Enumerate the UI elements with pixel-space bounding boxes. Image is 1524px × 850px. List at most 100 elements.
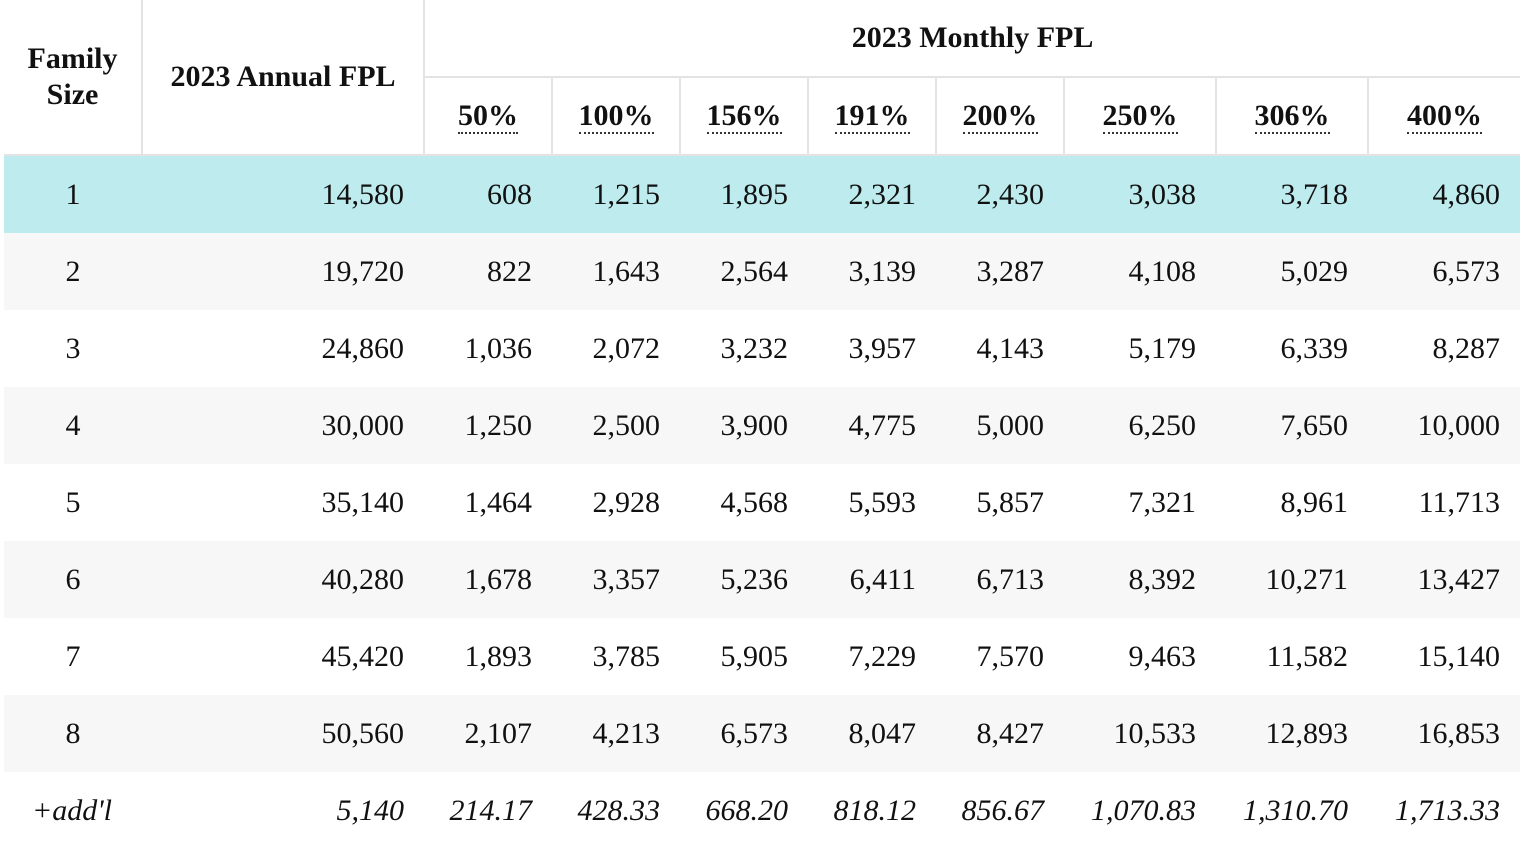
header-pct-100[interactable]: 100%: [551, 76, 681, 156]
pct-abbr[interactable]: 100%: [578, 98, 654, 134]
cell-monthly-fpl: 8,047: [808, 695, 936, 772]
cell-annual-fpl: 50,560: [142, 695, 424, 772]
cell-monthly-fpl: 4,108: [1064, 233, 1216, 310]
pct-abbr[interactable]: 400%: [1407, 98, 1483, 134]
cell-monthly-fpl: 3,139: [808, 233, 936, 310]
header-monthly-fpl: 2023 Monthly FPL: [422, 0, 1521, 78]
cell-monthly-fpl: 5,593: [808, 464, 936, 541]
cell-annual-fpl: 5,140: [142, 772, 424, 849]
cell-monthly-fpl: 1,310.70: [1216, 772, 1368, 849]
cell-family-size: 1: [4, 155, 142, 233]
cell-monthly-fpl: 3,718: [1216, 155, 1368, 233]
cell-monthly-fpl: 8,961: [1216, 464, 1368, 541]
table-row: 4 30,000 1,250 2,500 3,900 4,775 5,000 6,250 7,6…: [4, 387, 1521, 464]
cell-monthly-fpl: 1,036: [424, 310, 552, 387]
cell-monthly-fpl: 3,287: [936, 233, 1064, 310]
cell-monthly-fpl: 6,713: [936, 541, 1064, 618]
cell-monthly-fpl: 6,573: [680, 695, 808, 772]
cell-monthly-fpl: 2,564: [680, 233, 808, 310]
cell-monthly-fpl: 8,392: [1064, 541, 1216, 618]
cell-monthly-fpl: 3,357: [552, 541, 680, 618]
cell-monthly-fpl: 822: [424, 233, 552, 310]
cell-monthly-fpl: 5,179: [1064, 310, 1216, 387]
cell-family-size: 2: [4, 233, 142, 310]
pct-abbr[interactable]: 50%: [458, 98, 518, 134]
cell-monthly-fpl: 2,072: [552, 310, 680, 387]
cell-monthly-fpl: 2,928: [552, 464, 680, 541]
cell-annual-fpl: 19,720: [142, 233, 424, 310]
cell-monthly-fpl: 1,893: [424, 618, 552, 695]
header-family-size: Family Size: [4, 0, 143, 156]
header-annual-fpl: 2023 Annual FPL: [141, 0, 425, 156]
cell-monthly-fpl: 4,213: [552, 695, 680, 772]
cell-monthly-fpl: 13,427: [1368, 541, 1521, 618]
header-pct-156[interactable]: 156%: [679, 76, 809, 156]
cell-monthly-fpl: 3,957: [808, 310, 936, 387]
cell-monthly-fpl: 856.67: [936, 772, 1064, 849]
cell-monthly-fpl: 3,785: [552, 618, 680, 695]
cell-monthly-fpl: 6,411: [808, 541, 936, 618]
pct-abbr[interactable]: 250%: [1102, 98, 1178, 134]
cell-family-size: 6: [4, 541, 142, 618]
pct-abbr[interactable]: 156%: [706, 98, 782, 134]
cell-monthly-fpl: 1,895: [680, 155, 808, 233]
cell-annual-fpl: 14,580: [142, 155, 424, 233]
table-row: 6 40,280 1,678 3,357 5,236 6,411 6,713 8,392 10,…: [4, 541, 1521, 618]
cell-monthly-fpl: 3,038: [1064, 155, 1216, 233]
cell-monthly-fpl: 4,143: [936, 310, 1064, 387]
table-body: 1 14,580 608 1,215 1,895 2,321 2,430 3,038 3,718…: [4, 155, 1521, 849]
cell-family-size: 7: [4, 618, 142, 695]
cell-monthly-fpl: 8,427: [936, 695, 1064, 772]
cell-annual-fpl: 30,000: [142, 387, 424, 464]
header-pct-50[interactable]: 50%: [423, 76, 553, 156]
cell-monthly-fpl: 4,860: [1368, 155, 1521, 233]
cell-monthly-fpl: 2,321: [808, 155, 936, 233]
pct-abbr[interactable]: 191%: [834, 98, 910, 134]
header-pct-191[interactable]: 191%: [807, 76, 937, 156]
cell-monthly-fpl: 7,570: [936, 618, 1064, 695]
header-pct-306[interactable]: 306%: [1215, 76, 1369, 156]
cell-annual-fpl: 24,860: [142, 310, 424, 387]
cell-annual-fpl: 40,280: [142, 541, 424, 618]
cell-monthly-fpl: 608: [424, 155, 552, 233]
cell-annual-fpl: 45,420: [142, 618, 424, 695]
cell-monthly-fpl: 2,430: [936, 155, 1064, 233]
cell-monthly-fpl: 668.20: [680, 772, 808, 849]
cell-monthly-fpl: 4,775: [808, 387, 936, 464]
cell-family-size: 3: [4, 310, 142, 387]
cell-monthly-fpl: 1,464: [424, 464, 552, 541]
cell-monthly-fpl: 4,568: [680, 464, 808, 541]
cell-monthly-fpl: 818.12: [808, 772, 936, 849]
cell-monthly-fpl: 1,713.33: [1368, 772, 1521, 849]
header-pct-400[interactable]: 400%: [1366, 76, 1521, 156]
pct-abbr[interactable]: 306%: [1254, 98, 1330, 134]
cell-monthly-fpl: 5,029: [1216, 233, 1368, 310]
header-family-size-label: Family Size: [27, 42, 118, 111]
cell-monthly-fpl: 5,857: [936, 464, 1064, 541]
cell-monthly-fpl: 2,107: [424, 695, 552, 772]
table-row: 1 14,580 608 1,215 1,895 2,321 2,430 3,038 3,718…: [4, 155, 1521, 233]
table-row: 5 35,140 1,464 2,928 4,568 5,593 5,857 7,321 8,9…: [4, 464, 1521, 541]
cell-family-size: 4: [4, 387, 142, 464]
cell-monthly-fpl: 7,229: [808, 618, 936, 695]
cell-family-size: 8: [4, 695, 142, 772]
cell-monthly-fpl: 5,905: [680, 618, 808, 695]
table-row: 7 45,420 1,893 3,785 5,905 7,229 7,570 9,463 11,…: [4, 618, 1521, 695]
header-pct-200[interactable]: 200%: [935, 76, 1065, 156]
cell-family-size: 5: [4, 464, 142, 541]
cell-monthly-fpl: 8,287: [1368, 310, 1521, 387]
cell-monthly-fpl: 5,000: [936, 387, 1064, 464]
cell-monthly-fpl: 214.17: [424, 772, 552, 849]
cell-monthly-fpl: 1,678: [424, 541, 552, 618]
pct-abbr[interactable]: 200%: [962, 98, 1038, 134]
cell-monthly-fpl: 10,000: [1368, 387, 1521, 464]
cell-monthly-fpl: 3,232: [680, 310, 808, 387]
cell-monthly-fpl: 1,215: [552, 155, 680, 233]
cell-monthly-fpl: 1,070.83: [1064, 772, 1216, 849]
header-pct-250[interactable]: 250%: [1063, 76, 1217, 156]
cell-monthly-fpl: 7,650: [1216, 387, 1368, 464]
table-row: +add'l 5,140 214.17 428.33 668.20 818.12 856.6…: [4, 772, 1521, 849]
cell-monthly-fpl: 6,250: [1064, 387, 1216, 464]
cell-monthly-fpl: 15,140: [1368, 618, 1521, 695]
cell-monthly-fpl: 9,463: [1064, 618, 1216, 695]
